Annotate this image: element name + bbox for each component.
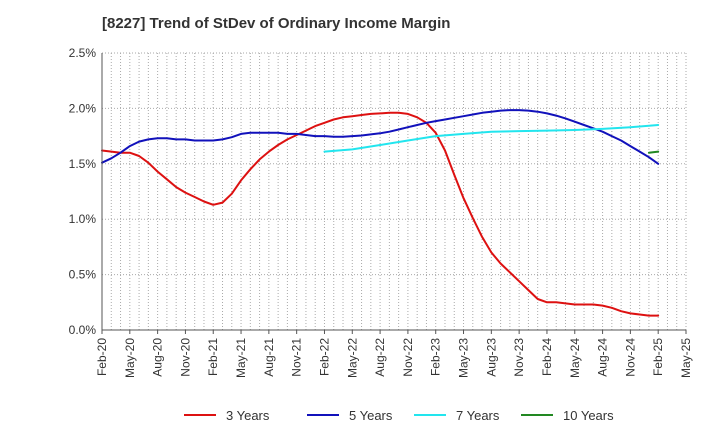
y-tick-label: 0.5% bbox=[69, 268, 97, 282]
x-tick-label: Aug-21 bbox=[262, 338, 276, 377]
x-tick-label: Feb-20 bbox=[95, 338, 109, 376]
chart-title: [8227] Trend of StDev of Ordinary Income… bbox=[102, 15, 451, 32]
x-tick-label: May-25 bbox=[679, 338, 693, 378]
x-axis-ticks: Feb-20 May-20 Aug-20 Nov-20 Feb-21 May-21 Aug-… bbox=[95, 330, 693, 378]
grid-lines bbox=[101, 52, 687, 331]
x-tick-label: Aug-23 bbox=[484, 338, 498, 377]
series-layer bbox=[101, 109, 660, 317]
x-tick-label: May-23 bbox=[457, 338, 471, 378]
x-tick-label: May-24 bbox=[568, 338, 582, 378]
x-tick-label: Nov-22 bbox=[401, 338, 415, 377]
x-tick-label: Aug-22 bbox=[373, 338, 387, 377]
y-tick-label: 1.0% bbox=[69, 212, 97, 226]
x-tick-label: Feb-24 bbox=[540, 338, 554, 376]
y-tick-label: 1.5% bbox=[69, 157, 97, 171]
legend-item-10-years: 10 Years bbox=[521, 403, 614, 427]
legend-label: 10 Years bbox=[563, 407, 614, 423]
y-tick-label: 2.0% bbox=[69, 101, 97, 115]
x-tick-label: Aug-20 bbox=[151, 338, 165, 377]
legend-swatch bbox=[414, 414, 446, 416]
series-line-10-years bbox=[647, 150, 660, 154]
x-tick-label: Nov-24 bbox=[623, 338, 637, 377]
x-tick-label: Feb-23 bbox=[429, 338, 443, 376]
x-tick-label: Nov-20 bbox=[178, 338, 192, 377]
legend-swatch bbox=[521, 414, 553, 416]
x-tick-label: May-20 bbox=[123, 338, 137, 378]
x-tick-label: Feb-25 bbox=[651, 338, 665, 376]
chart-plot: 0.0% 0.5% 1.0% 1.5% 2.0% 2.5% Feb-20 May-20 Aug… bbox=[69, 46, 693, 378]
x-tick-label: Feb-22 bbox=[317, 338, 331, 376]
legend-item-7-years: 7 Years bbox=[414, 403, 499, 427]
axes bbox=[101, 53, 686, 331]
y-tick-label: 0.0% bbox=[69, 323, 97, 337]
series-line-3-years bbox=[101, 111, 660, 317]
x-tick-label: May-21 bbox=[234, 338, 248, 378]
legend: 3 Years 5 Years 7 Years 10 Years bbox=[0, 403, 720, 427]
x-tick-label: Aug-24 bbox=[596, 338, 610, 377]
legend-label: 7 Years bbox=[456, 407, 500, 423]
x-tick-label: May-22 bbox=[345, 338, 359, 378]
legend-label: 3 Years bbox=[226, 407, 270, 423]
legend-label: 5 Years bbox=[349, 407, 393, 423]
legend-item-5-years: 5 Years bbox=[307, 403, 392, 427]
legend-swatch bbox=[307, 414, 339, 416]
x-tick-label: Feb-21 bbox=[206, 338, 220, 376]
series-line-5-years bbox=[101, 109, 660, 165]
x-tick-label: Nov-21 bbox=[290, 338, 304, 377]
series-line-7-years bbox=[323, 124, 660, 153]
y-tick-label: 2.5% bbox=[69, 46, 97, 60]
legend-item-3-years: 3 Years bbox=[184, 403, 269, 427]
y-axis-ticks: 0.0% 0.5% 1.0% 1.5% 2.0% 2.5% bbox=[69, 46, 97, 337]
x-tick-label: Nov-23 bbox=[512, 338, 526, 377]
legend-swatch bbox=[184, 414, 216, 416]
